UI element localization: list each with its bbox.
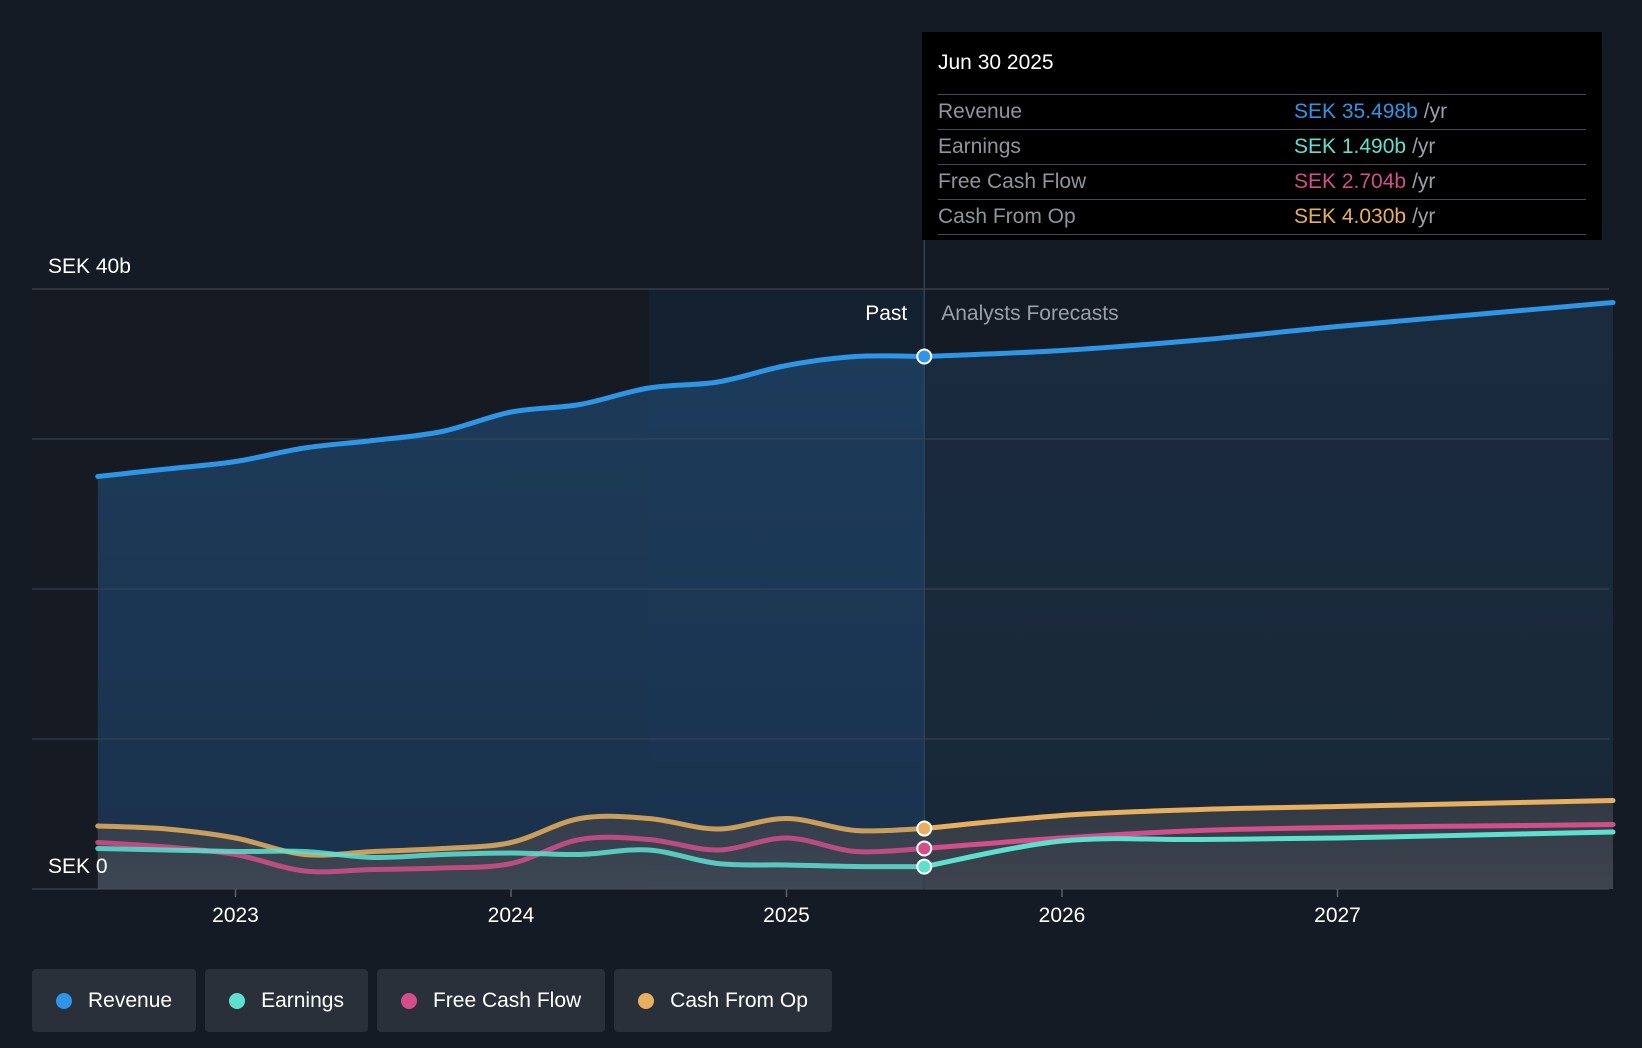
- tooltip-row-cash-from-op: Cash From Op SEK 4.030b /yr: [938, 199, 1586, 235]
- x-axis-label: 2023: [212, 904, 259, 927]
- forecast-label: Analysts Forecasts: [941, 302, 1118, 325]
- tooltip-unit: /yr: [1412, 135, 1436, 158]
- legend-label: Earnings: [261, 988, 344, 1012]
- tooltip-unit: /yr: [1423, 100, 1448, 123]
- revenue-area-forecast: [924, 302, 1613, 889]
- free-cash-flow-marker: [916, 840, 933, 857]
- tooltip-row-earnings: Earnings SEK 1.490b /yr: [938, 129, 1586, 164]
- x-axis-label: 2024: [488, 904, 535, 927]
- legend-item-earnings[interactable]: Earnings: [205, 969, 368, 1032]
- x-axis-label: 2026: [1039, 904, 1086, 927]
- legend: Revenue Earnings Free Cash Flow Cash Fro…: [32, 969, 832, 1032]
- legend-dot-icon: [229, 992, 246, 1009]
- cash-from-op-line-forecast: [921, 798, 1616, 832]
- free-cash-flow-line-past: [95, 834, 927, 875]
- legend-item-cash-from-op[interactable]: Cash From Op: [614, 969, 832, 1032]
- earnings-marker: [916, 858, 933, 875]
- legend-item-free-cash-flow[interactable]: Free Cash Flow: [376, 969, 606, 1032]
- tooltip: Jun 30 2025 Revenue SEK 35.498b /yr Earn…: [922, 32, 1602, 240]
- legend-dot-icon: [638, 992, 655, 1009]
- tooltip-value: SEK 2.704b: [1294, 170, 1407, 193]
- x-axis-label: 2025: [763, 904, 810, 927]
- cash-from-op-marker: [916, 820, 933, 837]
- tooltip-value: SEK 1.490b: [1294, 135, 1407, 158]
- y-axis-label: SEK 0: [48, 855, 108, 878]
- tooltip-label: Revenue: [938, 100, 1023, 123]
- past-label: Past: [865, 302, 907, 325]
- legend-label: Free Cash Flow: [432, 988, 582, 1012]
- legend-label: Cash From Op: [670, 988, 808, 1012]
- tooltip-label: Free Cash Flow: [938, 170, 1087, 193]
- revenue-area-past: [97, 355, 925, 889]
- tooltip-unit: /yr: [1412, 170, 1436, 193]
- legend-label: Revenue: [88, 988, 173, 1012]
- tooltip-row-revenue: Revenue SEK 35.498b /yr: [938, 94, 1586, 129]
- tooltip-label: Earnings: [938, 135, 1021, 158]
- cash-from-op-line-past: [95, 813, 927, 858]
- legend-dot-icon: [56, 992, 72, 1009]
- tooltip-unit: /yr: [1412, 205, 1436, 228]
- revenue-marker: [916, 348, 933, 365]
- legend-dot-icon: [400, 992, 417, 1009]
- revenue-line-past: [95, 353, 927, 479]
- tooltip-label: Cash From Op: [938, 205, 1076, 228]
- tooltip-row-free-cash-flow: Free Cash Flow SEK 2.704b /yr: [938, 164, 1586, 199]
- revenue-line-forecast: [921, 300, 1616, 359]
- legend-item-revenue[interactable]: Revenue: [32, 969, 197, 1032]
- earnings-line-past: [95, 846, 927, 870]
- tooltip-date: Jun 30 2025: [938, 51, 1054, 74]
- tooltip-value: SEK 4.030b: [1294, 205, 1407, 228]
- tooltip-value: SEK 35.498b: [1294, 100, 1418, 123]
- earnings-line-forecast: [921, 829, 1616, 870]
- y-axis-label: SEK 40b: [48, 255, 131, 278]
- x-axis-label: 2027: [1314, 904, 1361, 927]
- free-cash-flow-line-forecast: [921, 822, 1616, 851]
